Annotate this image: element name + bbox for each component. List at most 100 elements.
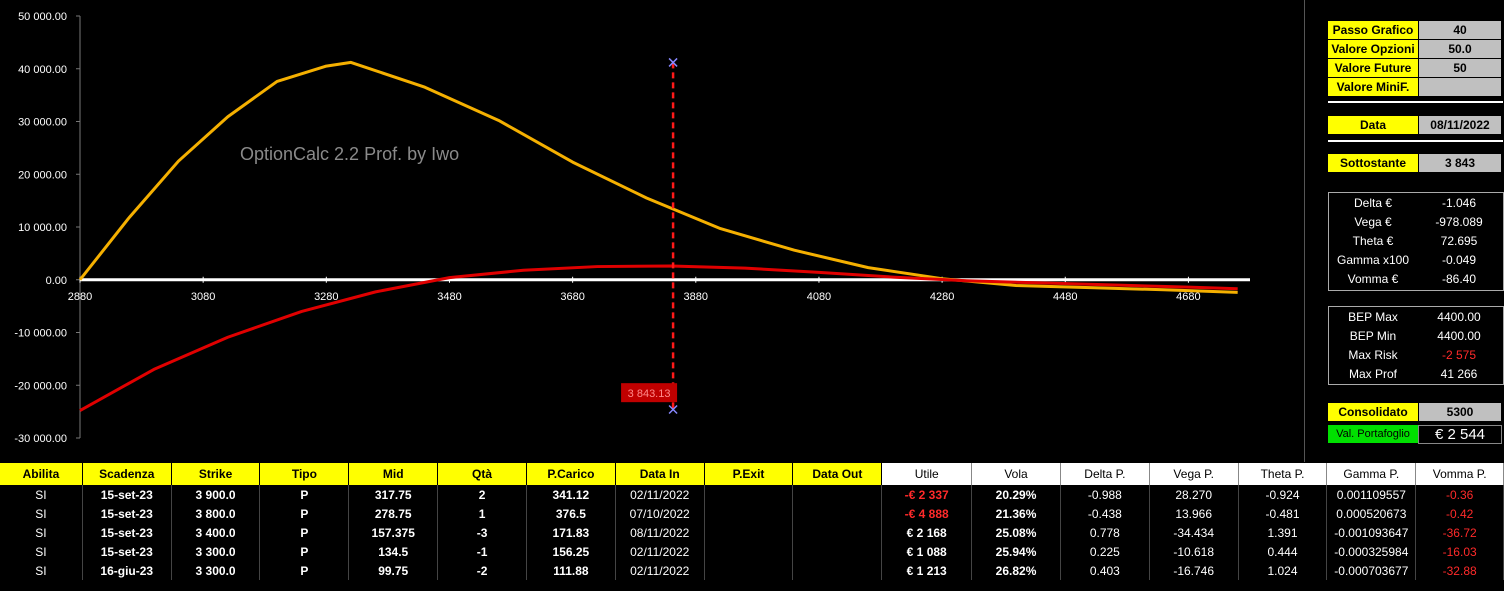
table-cell[interactable] [705,561,794,580]
column-header[interactable]: Qtà [438,463,527,485]
table-cell[interactable]: 0.001109557 [1327,485,1417,504]
table-cell[interactable]: 28.270 [1150,485,1239,504]
table-cell[interactable] [705,523,794,542]
column-header[interactable]: Gamma P. [1327,463,1417,485]
table-cell[interactable]: 16-giu-23 [83,561,172,580]
price-cursor[interactable]: 3 843.13 [621,57,678,415]
column-header[interactable]: Vomma P. [1416,463,1504,485]
table-cell[interactable] [705,542,794,561]
table-cell[interactable]: SI [0,504,83,523]
column-header[interactable]: Delta P. [1060,463,1150,485]
column-header[interactable]: Data In [615,463,705,485]
table-cell[interactable]: 0.403 [1061,561,1150,580]
table-cell[interactable]: 317.75 [349,485,439,504]
table-cell[interactable]: 1 [438,504,527,523]
column-header[interactable]: P.Carico [526,463,616,485]
column-header[interactable]: Vola [972,463,1061,485]
table-cell[interactable]: -0.438 [1061,504,1150,523]
table-cell[interactable]: 99.75 [349,561,439,580]
column-header[interactable]: Scadenza [82,463,172,485]
table-cell[interactable]: 02/11/2022 [616,561,705,580]
table-cell[interactable]: -0.000703677 [1327,561,1417,580]
valore-future-value[interactable]: 50 [1418,59,1501,78]
table-cell[interactable]: -34.434 [1150,523,1239,542]
table-cell[interactable] [705,485,794,504]
table-cell[interactable]: 07/10/2022 [616,504,705,523]
column-header[interactable]: Tipo [260,463,350,485]
table-cell[interactable]: -0.42 [1416,504,1504,523]
sottostante-value[interactable]: 3 843 [1418,154,1501,173]
table-cell[interactable]: 3 900.0 [172,485,261,504]
table-cell[interactable]: 21.36% [972,504,1061,523]
table-cell[interactable]: 15-set-23 [83,504,172,523]
table-cell[interactable]: -16.746 [1150,561,1239,580]
table-cell[interactable]: -2 [438,561,527,580]
table-cell[interactable]: SI [0,542,83,561]
table-cell[interactable]: -32.88 [1416,561,1504,580]
table-cell[interactable]: € 2 168 [882,523,973,542]
table-cell[interactable]: 25.94% [972,542,1061,561]
table-cell[interactable]: 02/11/2022 [616,542,705,561]
table-cell[interactable]: 157.375 [349,523,439,542]
table-cell[interactable]: 0.444 [1239,542,1328,561]
table-cell[interactable]: 3 400.0 [172,523,261,542]
table-cell[interactable]: 0.000520673 [1327,504,1417,523]
column-header[interactable]: Abilita [0,463,83,485]
table-cell[interactable]: -0.924 [1239,485,1328,504]
table-cell[interactable]: -36.72 [1416,523,1504,542]
table-cell[interactable]: SI [0,485,83,504]
table-cell[interactable]: 341.12 [527,485,616,504]
table-cell[interactable]: 0.225 [1061,542,1150,561]
table-cell[interactable]: P [260,542,350,561]
table-cell[interactable]: P [260,485,350,504]
table-cell[interactable]: 13.966 [1150,504,1239,523]
table-row[interactable]: SI 16-giu-23 3 300.0 P 99.75 -2 111.88 02/11/20… [0,561,1504,580]
table-cell[interactable]: 171.83 [527,523,616,542]
table-cell[interactable]: € 1 088 [882,542,973,561]
table-row[interactable]: SI 15-set-23 3 300.0 P 134.5 -1 156.25 02/11/20… [0,542,1504,561]
table-cell[interactable]: 20.29% [972,485,1061,504]
table-cell[interactable] [793,542,883,561]
table-cell[interactable]: -€ 4 888 [882,504,973,523]
table-cell[interactable] [793,485,883,504]
table-cell[interactable] [793,523,883,542]
table-cell[interactable]: SI [0,561,83,580]
column-header[interactable]: Mid [349,463,439,485]
table-cell[interactable]: 15-set-23 [83,523,172,542]
table-cell[interactable]: P [260,504,350,523]
table-cell[interactable]: 376.5 [527,504,616,523]
table-row[interactable]: SI 15-set-23 3 800.0 P 278.75 1 376.5 07/10/202… [0,504,1504,523]
table-cell[interactable]: -0.36 [1416,485,1504,504]
column-header[interactable]: Strike [171,463,261,485]
table-cell[interactable]: SI [0,523,83,542]
column-header[interactable]: Vega P. [1149,463,1239,485]
table-cell[interactable] [793,561,883,580]
table-row[interactable]: SI 15-set-23 3 400.0 P 157.375 -3 171.83 08/11/… [0,523,1504,542]
table-cell[interactable]: 1.391 [1239,523,1328,542]
table-row[interactable]: SI 15-set-23 3 900.0 P 317.75 2 341.12 02/11/20… [0,485,1504,504]
table-cell[interactable]: -0.481 [1239,504,1328,523]
table-cell[interactable]: -€ 2 337 [882,485,973,504]
table-cell[interactable] [705,504,794,523]
table-cell[interactable]: 111.88 [527,561,616,580]
table-cell[interactable]: 26.82% [972,561,1061,580]
column-header[interactable]: Data Out [793,463,883,485]
table-cell[interactable]: -1 [438,542,527,561]
consolidato-value[interactable]: 5300 [1418,403,1501,422]
table-cell[interactable]: -0.988 [1061,485,1150,504]
data-value[interactable]: 08/11/2022 [1418,116,1501,135]
table-cell[interactable]: 02/11/2022 [616,485,705,504]
table-cell[interactable]: -16.03 [1416,542,1504,561]
table-cell[interactable]: 1.024 [1239,561,1328,580]
table-cell[interactable]: -0.000325984 [1327,542,1417,561]
table-cell[interactable]: 15-set-23 [83,542,172,561]
table-cell[interactable]: 3 800.0 [172,504,261,523]
table-cell[interactable]: 25.08% [972,523,1061,542]
table-cell[interactable]: -0.001093647 [1327,523,1417,542]
valore-opzioni-value[interactable]: 50.0 [1418,40,1501,59]
table-cell[interactable]: 134.5 [349,542,439,561]
table-cell[interactable]: P [260,561,350,580]
table-cell[interactable]: -10.618 [1150,542,1239,561]
table-cell[interactable] [793,504,883,523]
table-cell[interactable]: 278.75 [349,504,439,523]
